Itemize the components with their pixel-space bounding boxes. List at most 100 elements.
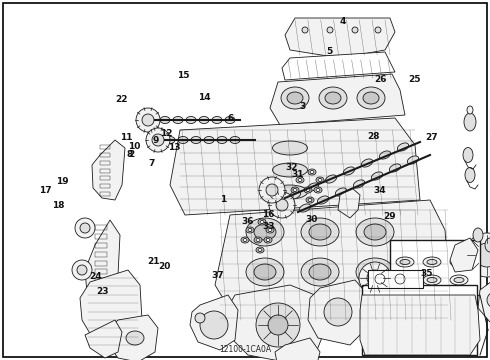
Polygon shape xyxy=(308,280,368,345)
Ellipse shape xyxy=(467,106,473,114)
Text: 1: 1 xyxy=(220,195,226,204)
Text: 4: 4 xyxy=(340,17,346,26)
Text: 37: 37 xyxy=(212,271,224,280)
Circle shape xyxy=(75,218,95,238)
Ellipse shape xyxy=(248,229,252,231)
Ellipse shape xyxy=(356,218,394,246)
Circle shape xyxy=(465,233,490,277)
Text: 20: 20 xyxy=(158,262,171,271)
Bar xyxy=(95,278,107,283)
Ellipse shape xyxy=(293,189,297,192)
Ellipse shape xyxy=(199,117,209,123)
Ellipse shape xyxy=(266,227,274,233)
Ellipse shape xyxy=(204,136,214,144)
Text: 22: 22 xyxy=(115,95,127,104)
Ellipse shape xyxy=(335,188,346,196)
Bar xyxy=(390,240,480,295)
Bar xyxy=(100,161,110,165)
Polygon shape xyxy=(85,320,122,358)
Ellipse shape xyxy=(400,260,410,265)
Text: 28: 28 xyxy=(367,132,380,141)
Polygon shape xyxy=(225,285,325,360)
Ellipse shape xyxy=(260,220,264,224)
Circle shape xyxy=(375,27,381,33)
Text: 19: 19 xyxy=(56,177,69,186)
Ellipse shape xyxy=(308,198,312,202)
Bar xyxy=(100,192,110,196)
Ellipse shape xyxy=(325,175,337,183)
Text: 13: 13 xyxy=(168,143,181,152)
Ellipse shape xyxy=(246,258,284,286)
Bar xyxy=(100,176,110,180)
Ellipse shape xyxy=(306,197,314,203)
Ellipse shape xyxy=(254,237,262,243)
Ellipse shape xyxy=(364,224,386,240)
Circle shape xyxy=(136,108,160,132)
Ellipse shape xyxy=(309,224,331,240)
Circle shape xyxy=(72,260,92,280)
Circle shape xyxy=(200,311,228,339)
Ellipse shape xyxy=(246,227,254,233)
Ellipse shape xyxy=(268,229,272,231)
Bar xyxy=(95,296,107,301)
Ellipse shape xyxy=(427,260,437,265)
Text: 32: 32 xyxy=(285,163,298,172)
Text: 5: 5 xyxy=(326,47,332,56)
Bar xyxy=(95,252,107,257)
Text: 29: 29 xyxy=(383,212,396,221)
Polygon shape xyxy=(478,275,490,322)
Ellipse shape xyxy=(454,278,464,283)
Ellipse shape xyxy=(343,167,355,175)
Ellipse shape xyxy=(296,177,304,183)
Circle shape xyxy=(269,192,295,218)
Circle shape xyxy=(266,184,278,196)
Polygon shape xyxy=(85,220,120,315)
Text: 24: 24 xyxy=(90,272,102,281)
Ellipse shape xyxy=(301,218,339,246)
Ellipse shape xyxy=(258,219,266,225)
Ellipse shape xyxy=(423,257,441,267)
Bar xyxy=(100,184,110,188)
Circle shape xyxy=(152,134,164,146)
Bar xyxy=(100,168,110,172)
Bar xyxy=(362,285,477,355)
Polygon shape xyxy=(270,74,405,125)
Ellipse shape xyxy=(160,117,170,123)
Ellipse shape xyxy=(254,224,276,240)
Ellipse shape xyxy=(307,183,318,191)
Circle shape xyxy=(352,27,358,33)
Ellipse shape xyxy=(258,248,262,252)
Polygon shape xyxy=(282,52,395,80)
Ellipse shape xyxy=(396,257,414,267)
Circle shape xyxy=(487,292,490,308)
Ellipse shape xyxy=(363,92,379,104)
Text: 27: 27 xyxy=(425,133,438,142)
Text: 36: 36 xyxy=(241,217,254,226)
Ellipse shape xyxy=(407,156,418,164)
Ellipse shape xyxy=(356,258,394,286)
Polygon shape xyxy=(190,295,238,350)
Ellipse shape xyxy=(173,117,183,123)
Polygon shape xyxy=(285,18,395,58)
Circle shape xyxy=(195,313,205,323)
Ellipse shape xyxy=(241,237,249,243)
Ellipse shape xyxy=(465,167,475,183)
Ellipse shape xyxy=(361,159,372,167)
Text: 14: 14 xyxy=(198,93,211,102)
Ellipse shape xyxy=(473,228,483,242)
Ellipse shape xyxy=(281,87,309,109)
Ellipse shape xyxy=(423,275,441,285)
Circle shape xyxy=(324,298,352,326)
Text: 21: 21 xyxy=(147,257,160,266)
Bar xyxy=(95,225,107,230)
Ellipse shape xyxy=(364,264,386,280)
Ellipse shape xyxy=(165,136,175,144)
Circle shape xyxy=(259,177,285,203)
Ellipse shape xyxy=(379,151,391,159)
Text: 34: 34 xyxy=(373,186,386,195)
Text: 6: 6 xyxy=(227,114,233,123)
Polygon shape xyxy=(80,270,142,352)
Ellipse shape xyxy=(319,87,347,109)
Bar xyxy=(100,145,110,149)
Ellipse shape xyxy=(178,136,188,144)
